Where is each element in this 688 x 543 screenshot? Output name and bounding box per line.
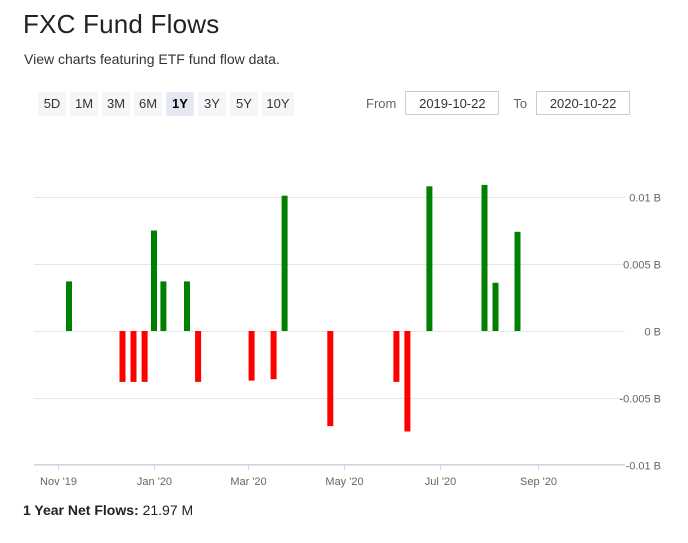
date-range-controls: From To: [366, 91, 631, 115]
x-tick-label: Jul '20: [425, 476, 456, 488]
from-label: From: [366, 95, 397, 111]
outflow-bar: [327, 331, 334, 427]
x-tick-label: Sep '20: [520, 476, 557, 488]
outflow-bar: [248, 331, 255, 381]
inflow-bar: [481, 184, 488, 331]
net-flows-label: 1 Year Net Flows:: [23, 502, 139, 518]
net-flows-summary: 1 Year Net Flows: 21.97 M: [23, 502, 193, 518]
page-title: FXC Fund Flows: [23, 9, 220, 39]
range-button-5y[interactable]: 5Y: [230, 92, 258, 116]
x-tick-label: May '20: [325, 476, 363, 488]
range-button-1m[interactable]: 1M: [70, 92, 98, 116]
inflow-bar: [151, 230, 157, 331]
outflow-bar: [119, 331, 126, 382]
outflow-bar: [270, 331, 277, 380]
x-tick-label: Nov '19: [40, 476, 77, 488]
range-button-6m[interactable]: 6M: [134, 92, 162, 116]
range-button-5d[interactable]: 5D: [38, 92, 66, 116]
y-tick-label: -0.01 B: [626, 461, 661, 473]
page-subtitle: View charts featuring ETF fund flow data…: [24, 51, 280, 67]
range-button-3y[interactable]: 3Y: [198, 92, 226, 116]
inflow-bar: [184, 281, 190, 331]
to-label: To: [513, 95, 528, 111]
inflow-bar: [492, 282, 499, 331]
inflow-bar: [281, 195, 288, 331]
inflow-bar: [66, 281, 72, 331]
from-date-input[interactable]: [405, 91, 500, 115]
inflow-bar: [514, 231, 521, 331]
range-button-3m[interactable]: 3M: [102, 92, 130, 116]
net-flows-value: 21.97 M: [142, 502, 194, 518]
y-tick-label: -0.005 B: [619, 394, 661, 406]
to-date-input[interactable]: [536, 91, 631, 115]
y-tick-label: 0.005 B: [623, 260, 661, 272]
outflow-bar: [195, 331, 202, 382]
inflow-bar: [426, 186, 433, 331]
outflow-bar: [141, 331, 148, 382]
y-tick-label: 0.01 B: [629, 193, 661, 205]
x-tick-label: Mar '20: [230, 476, 266, 488]
x-tick-label: Jan '20: [137, 476, 172, 488]
outflow-bar: [130, 331, 137, 382]
outflow-bar: [393, 331, 400, 382]
range-button-1y[interactable]: 1Y: [166, 92, 194, 116]
range-selector: 5D 1M 3M 6M 1Y 3Y 5Y 10Y: [38, 92, 294, 116]
y-tick-label: 0 B: [644, 327, 661, 339]
outflow-bar: [404, 331, 411, 432]
range-button-10y[interactable]: 10Y: [262, 92, 294, 116]
inflow-bar: [160, 281, 167, 331]
